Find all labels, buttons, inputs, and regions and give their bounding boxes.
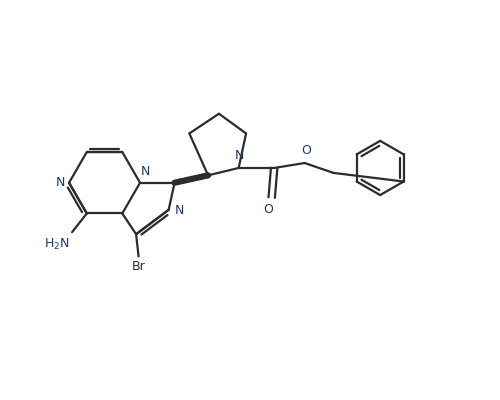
Text: O: O [302, 144, 311, 157]
Text: N: N [141, 165, 150, 178]
Text: N: N [56, 176, 66, 189]
Text: N: N [235, 149, 244, 162]
Text: Br: Br [132, 260, 145, 273]
Text: H$_2$N: H$_2$N [44, 237, 70, 252]
Text: O: O [263, 204, 272, 216]
Text: N: N [174, 204, 184, 217]
